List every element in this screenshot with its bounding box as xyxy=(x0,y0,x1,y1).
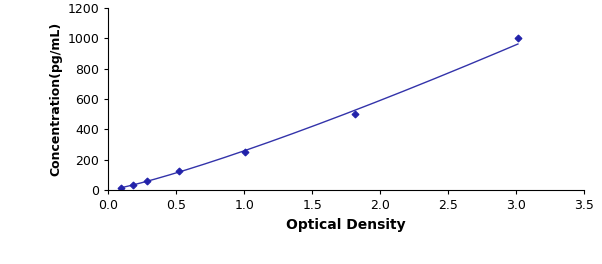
X-axis label: Optical Density: Optical Density xyxy=(287,218,406,232)
Y-axis label: Concentration(pg/mL): Concentration(pg/mL) xyxy=(49,22,62,176)
